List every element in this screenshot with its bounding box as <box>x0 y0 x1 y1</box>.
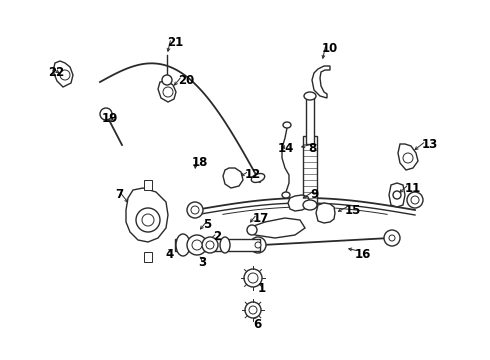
Circle shape <box>407 192 423 208</box>
Text: 14: 14 <box>278 141 294 154</box>
Circle shape <box>249 306 257 314</box>
Polygon shape <box>158 81 176 102</box>
Circle shape <box>384 230 400 246</box>
Text: 5: 5 <box>203 219 211 231</box>
Text: 4: 4 <box>165 248 173 261</box>
Circle shape <box>136 208 160 232</box>
Circle shape <box>187 235 207 255</box>
Text: 21: 21 <box>167 36 183 49</box>
Circle shape <box>411 196 419 204</box>
Circle shape <box>100 108 112 120</box>
Text: 17: 17 <box>253 211 269 225</box>
Circle shape <box>393 191 401 199</box>
Text: 10: 10 <box>322 41 338 54</box>
Circle shape <box>248 273 258 283</box>
Circle shape <box>142 214 154 226</box>
Text: 16: 16 <box>355 248 371 261</box>
Text: 8: 8 <box>308 141 316 154</box>
Polygon shape <box>288 195 310 211</box>
Polygon shape <box>126 188 168 242</box>
Ellipse shape <box>282 192 290 198</box>
Circle shape <box>202 237 218 253</box>
Text: 9: 9 <box>310 189 318 202</box>
Bar <box>303 136 317 205</box>
Polygon shape <box>248 218 305 238</box>
Circle shape <box>389 235 395 241</box>
Circle shape <box>255 242 261 248</box>
Ellipse shape <box>304 92 316 100</box>
Ellipse shape <box>251 174 265 183</box>
Ellipse shape <box>303 200 317 210</box>
Polygon shape <box>312 66 330 98</box>
Text: 22: 22 <box>48 66 64 78</box>
Ellipse shape <box>220 237 230 253</box>
Polygon shape <box>53 61 73 87</box>
Text: 11: 11 <box>405 181 421 194</box>
Text: 20: 20 <box>178 73 194 86</box>
Circle shape <box>250 237 266 253</box>
Text: 1: 1 <box>258 282 266 294</box>
Text: 13: 13 <box>422 139 438 152</box>
Text: 12: 12 <box>245 168 261 181</box>
Text: 3: 3 <box>198 256 206 270</box>
Bar <box>306 96 314 144</box>
Polygon shape <box>316 203 335 223</box>
Text: 18: 18 <box>192 156 208 168</box>
Text: 15: 15 <box>345 203 362 216</box>
Text: 6: 6 <box>253 319 261 332</box>
Ellipse shape <box>283 122 291 128</box>
Polygon shape <box>223 168 243 188</box>
Text: 19: 19 <box>102 112 119 125</box>
Circle shape <box>187 202 203 218</box>
Circle shape <box>163 87 173 97</box>
Bar <box>175 239 260 251</box>
Circle shape <box>162 75 172 85</box>
Circle shape <box>403 153 413 163</box>
Text: 7: 7 <box>115 189 123 202</box>
Circle shape <box>206 241 214 249</box>
Polygon shape <box>398 144 418 170</box>
Bar <box>144 180 152 190</box>
Circle shape <box>192 240 202 250</box>
Text: 2: 2 <box>213 230 221 243</box>
Bar <box>144 252 152 262</box>
Polygon shape <box>389 183 405 207</box>
Ellipse shape <box>176 234 190 256</box>
Circle shape <box>244 269 262 287</box>
Circle shape <box>247 225 257 235</box>
Circle shape <box>60 70 70 80</box>
Circle shape <box>191 206 199 214</box>
Circle shape <box>245 302 261 318</box>
